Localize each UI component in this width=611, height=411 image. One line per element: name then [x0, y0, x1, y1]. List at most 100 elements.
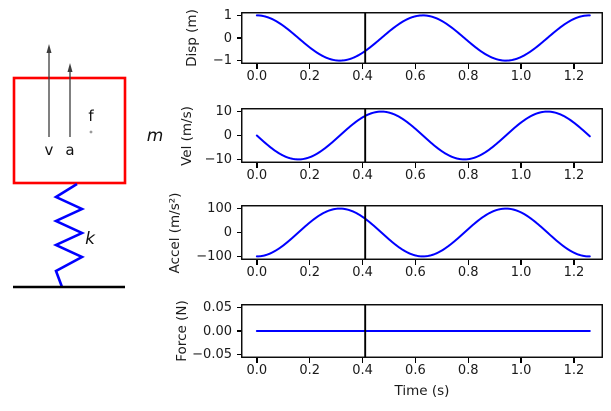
x-tick-mark [414, 64, 417, 69]
x-tick-label: 1.2 [563, 363, 585, 378]
x-tick-mark [361, 358, 364, 363]
mass-spring-diagram: v a f m k [12, 44, 163, 289]
x-tick-label: 1.0 [510, 69, 532, 84]
time-axis-label: Time (s) [394, 383, 450, 399]
force-label: f [88, 107, 94, 125]
y-tick-mark [236, 59, 241, 62]
x-tick-label: 0.8 [457, 69, 479, 84]
y-tick-label: −1 [212, 53, 232, 69]
force-axis-label: Force (N) [174, 300, 190, 362]
y-tick-label: −10 [204, 151, 232, 167]
y-tick-mark [236, 37, 241, 39]
y-tick-label: 0 [223, 30, 232, 46]
x-tick-label: 0.0 [246, 69, 268, 84]
y-tick-mark [236, 231, 241, 234]
x-tick-mark [573, 260, 575, 265]
x-tick-label: 0.4 [352, 363, 373, 378]
y-tick-mark [236, 353, 241, 356]
y-tick-mark [236, 110, 241, 113]
x-tick-mark [361, 64, 364, 69]
x-tick-label: 0.4 [352, 69, 373, 84]
y-tick-label: 0 [223, 128, 232, 143]
x-tick-label: 0.6 [405, 265, 426, 280]
displacement-subplot: 0.0 0.2 0.4 0.6 0.8 1.0 1.2 −1 0 1 Disp (m) [184, 8, 603, 84]
x-tick-mark [467, 260, 469, 265]
x-tick-label: 1.2 [563, 265, 585, 280]
x-tick-mark [520, 358, 522, 363]
force-arrow-dot [89, 130, 93, 134]
x-tick-mark [309, 64, 311, 69]
displacement-plot-canvas [241, 12, 603, 64]
x-tick-label: 1.2 [563, 168, 585, 183]
x-tick-mark [361, 163, 364, 168]
y-tick-label: 10 [215, 104, 232, 120]
x-tick-label: 0.8 [457, 265, 479, 280]
x-tick-mark [256, 260, 258, 265]
velocity-label: v [45, 141, 54, 159]
x-tick-mark [361, 260, 364, 265]
x-tick-label: 0.4 [352, 168, 373, 183]
acceleration-axes-spines [241, 205, 603, 260]
x-tick-mark [256, 358, 258, 363]
x-tick-mark [573, 163, 575, 168]
velocity-arrowhead-icon [46, 44, 52, 53]
acceleration-subplot: 0.0 0.2 0.4 0.6 0.8 1.0 1.2 −100 0 100 Accel (m/s²… [167, 192, 603, 280]
x-tick-mark [256, 64, 258, 69]
y-tick-mark [236, 207, 241, 210]
x-tick-label: 0.2 [299, 363, 321, 378]
y-tick-mark [236, 255, 241, 258]
x-tick-mark [467, 358, 469, 363]
y-tick-label: 0.00 [203, 323, 232, 339]
x-tick-label: 0.0 [246, 363, 268, 378]
x-tick-label: 0.0 [246, 265, 268, 280]
x-tick-mark [414, 260, 417, 265]
x-tick-mark [414, 163, 417, 168]
y-tick-label: −0.05 [192, 346, 232, 362]
x-tick-label: 1.0 [510, 168, 532, 183]
y-tick-label: 1 [223, 7, 232, 23]
x-tick-label: 1.0 [510, 363, 532, 378]
x-tick-label: 0.0 [246, 168, 268, 183]
x-tick-label: 0.6 [405, 168, 426, 183]
x-tick-mark [414, 358, 417, 363]
x-tick-label: 0.6 [405, 363, 426, 378]
x-tick-mark [573, 64, 575, 69]
y-tick-mark [236, 134, 241, 137]
x-tick-label: 1.0 [510, 265, 532, 280]
x-tick-label: 1.2 [563, 69, 585, 84]
x-tick-mark [309, 358, 311, 363]
y-tick-label: 100 [207, 201, 232, 217]
velocity-plot-canvas [241, 108, 603, 163]
x-tick-mark [467, 64, 469, 69]
force-axes-spines [241, 304, 603, 358]
y-tick-label: 0 [223, 225, 232, 240]
x-tick-label: 0.2 [299, 69, 321, 84]
spring [52, 182, 86, 288]
x-tick-label: 0.8 [457, 168, 479, 183]
y-tick-label: −100 [196, 248, 232, 264]
x-tick-label: 0.2 [299, 265, 321, 280]
acceleration-curve [255, 207, 591, 258]
spring-constant-label: k [85, 229, 96, 249]
y-tick-mark [236, 158, 241, 161]
x-tick-mark [309, 163, 311, 168]
x-tick-label: 0.6 [405, 69, 426, 84]
x-tick-mark [520, 260, 522, 265]
velocity-curve [255, 110, 591, 161]
acceleration-plot-canvas [241, 205, 603, 260]
x-tick-mark [309, 260, 311, 265]
displacement-axes-spines [241, 12, 603, 64]
acceleration-label: a [65, 141, 74, 159]
x-tick-label: 0.8 [457, 363, 479, 378]
acceleration-arrowhead-icon [67, 63, 73, 72]
force-plot-canvas [241, 304, 603, 358]
y-tick-mark [236, 306, 241, 309]
force-subplot: 0.0 0.2 0.4 0.6 0.8 1.0 1.2 −0.05 0.00 0.05 Force … [174, 300, 603, 399]
x-tick-mark [256, 163, 258, 168]
x-tick-mark [573, 358, 575, 363]
displacement-curve [255, 14, 591, 62]
x-tick-mark [520, 64, 522, 69]
y-tick-mark [236, 330, 241, 332]
